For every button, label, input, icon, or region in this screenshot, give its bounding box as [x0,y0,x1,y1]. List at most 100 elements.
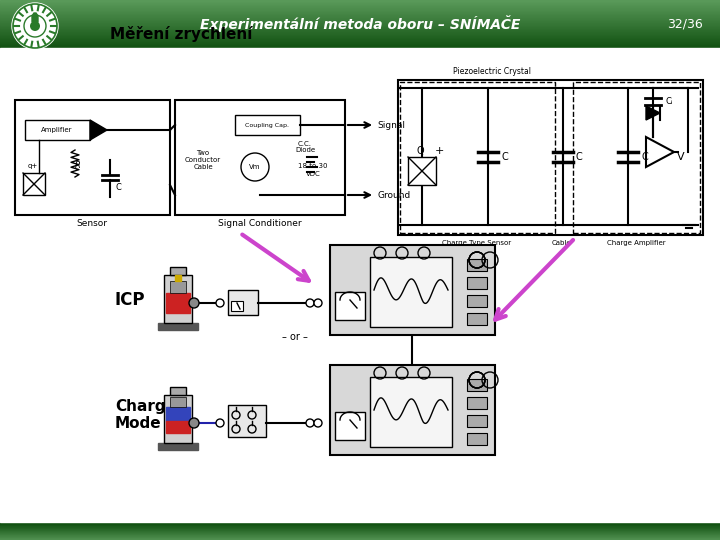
Bar [170,397,186,407]
Bar [235,115,300,135]
Bar [0,23,720,24]
Circle shape [30,21,40,31]
Bar [0,35,720,36]
Text: Charge Amplifier: Charge Amplifier [607,240,665,246]
Bar [164,395,192,443]
Bar [0,0,720,1]
Bar [166,293,190,313]
Circle shape [306,299,314,307]
Bar [0,39,720,40]
Bar [166,421,190,433]
Bar [175,100,345,215]
Circle shape [314,419,322,427]
Bar [0,10,720,11]
Circle shape [216,419,224,427]
Bar [335,292,365,320]
Text: C: C [115,183,121,192]
Bar [0,17,720,18]
Bar [467,433,487,445]
Text: Charge Type Sensor: Charge Type Sensor [442,240,512,246]
Text: Amplifier: Amplifier [41,127,73,133]
Text: 18 to 30
VDC: 18 to 30 VDC [298,164,328,177]
Bar [170,387,186,395]
Bar [228,290,258,315]
Bar [467,295,487,307]
Bar [166,407,190,421]
Bar [170,281,186,293]
Text: V: V [678,152,685,162]
Bar [0,30,720,31]
Bar [0,29,720,30]
Polygon shape [646,106,660,120]
Bar [467,313,487,325]
Text: C: C [501,152,508,162]
Bar [0,14,720,15]
Bar [164,275,192,323]
Bar [0,18,720,19]
Bar [370,257,452,327]
Bar [0,6,720,7]
Bar [330,245,495,335]
Text: C: C [641,152,648,162]
Bar [330,365,495,455]
Text: R: R [75,160,81,170]
Bar [0,25,720,26]
Polygon shape [646,137,674,167]
Bar [0,13,720,14]
Circle shape [306,419,314,427]
Text: Sensor: Sensor [76,219,107,227]
Bar [0,27,720,28]
Bar [467,379,487,391]
Bar [228,405,266,437]
Bar [0,22,720,23]
Bar [0,37,720,38]
Bar [0,34,720,35]
Bar [0,3,720,4]
Text: Two
Conductor
Cable: Two Conductor Cable [185,150,221,170]
Circle shape [241,153,269,181]
Circle shape [216,299,224,307]
Bar [0,5,720,6]
Text: +: + [434,146,444,156]
Bar [0,2,720,3]
Text: Vm: Vm [249,164,261,170]
Bar [0,11,720,12]
Circle shape [189,298,199,308]
Bar [0,33,720,34]
Polygon shape [90,120,107,140]
Bar [0,4,720,5]
Text: Měření zrychlení: Měření zrychlení [110,26,253,42]
Text: Cᵢ: Cᵢ [665,98,672,106]
Circle shape [314,299,322,307]
Bar [0,41,720,42]
Bar [0,46,720,47]
Text: Signal Conditioner: Signal Conditioner [218,219,302,227]
Bar [0,16,720,17]
Bar [15,100,170,215]
Bar [0,1,720,2]
Circle shape [189,418,199,428]
Text: Piezoelectric Crystal: Piezoelectric Crystal [453,68,531,77]
Text: 32/36: 32/36 [667,17,703,30]
Bar [0,42,720,43]
Circle shape [12,3,58,49]
Bar [170,267,186,275]
Bar [0,21,720,22]
Text: Charge
Mode: Charge Mode [115,399,176,431]
Bar [0,43,720,44]
Bar [23,173,45,195]
Bar [0,28,720,29]
Bar [0,45,720,46]
Bar [467,397,487,409]
Text: ICP: ICP [115,291,145,309]
Bar [467,277,487,289]
Bar [0,7,720,8]
Text: – or –: – or – [282,332,308,342]
Bar [0,47,720,48]
Bar [467,259,487,271]
Bar [0,24,720,25]
Text: Signal: Signal [377,120,405,130]
Bar [398,80,703,235]
Bar [231,301,243,311]
Bar [370,377,452,447]
